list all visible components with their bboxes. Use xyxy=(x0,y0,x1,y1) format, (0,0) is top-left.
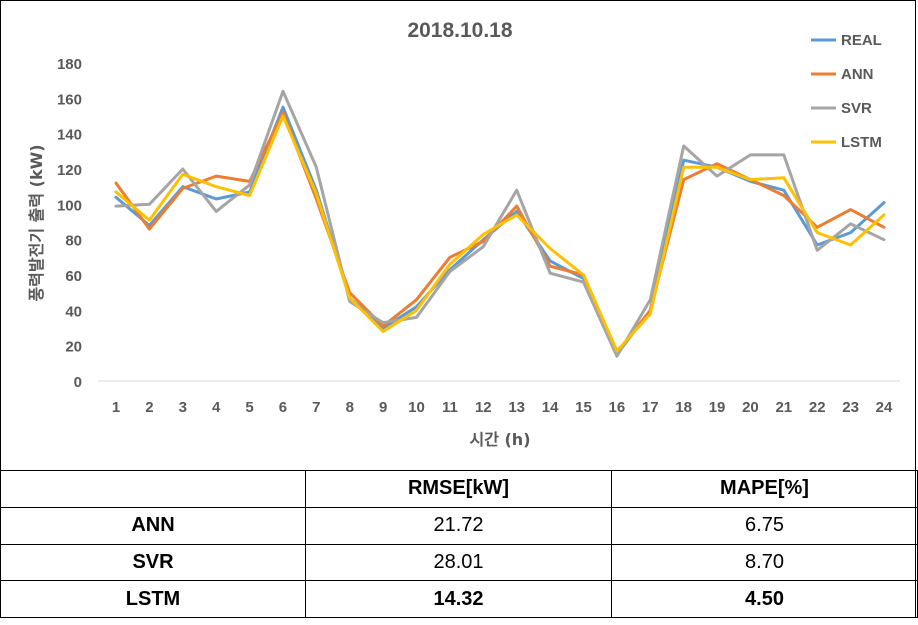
x-tick-label: 23 xyxy=(842,399,859,416)
mape-cell: 4.50 xyxy=(611,580,918,618)
x-tick-label: 7 xyxy=(312,399,320,416)
row-label: ANN xyxy=(0,506,306,545)
x-tick-label: 8 xyxy=(346,399,354,416)
legend-label-lstm: LSTM xyxy=(841,134,882,151)
y-tick-label: 20 xyxy=(65,339,82,356)
x-tick-label: 10 xyxy=(408,399,425,416)
x-tick-label: 20 xyxy=(742,399,759,416)
mape-cell: 6.75 xyxy=(611,506,918,545)
x-tick-label: 17 xyxy=(642,399,659,416)
x-tick-label: 3 xyxy=(179,399,187,416)
y-tick-label: 120 xyxy=(57,162,82,179)
x-tick-label: 12 xyxy=(475,399,492,416)
x-tick-label: 21 xyxy=(775,399,792,416)
header-cell-mape: MAPE[%] xyxy=(611,470,918,508)
rmse-cell: 14.32 xyxy=(305,580,612,618)
y-tick-label: 140 xyxy=(57,127,82,144)
row-label: LSTM xyxy=(0,580,306,618)
chart-title: 2018.10.18 xyxy=(407,19,512,42)
mape-cell: 8.70 xyxy=(611,543,918,582)
y-tick-label: 60 xyxy=(65,268,82,285)
x-tick-label: 2 xyxy=(145,399,153,416)
y-axis-label: 풍력발전기 출력 (kW) xyxy=(27,144,46,301)
series-line-lstm xyxy=(114,114,886,353)
x-tick-label: 1 xyxy=(112,399,120,416)
y-tick-label: 160 xyxy=(57,91,82,108)
x-tick-label: 22 xyxy=(809,399,826,416)
series-line-svr xyxy=(114,89,886,358)
x-axis-label: 시간 (h) xyxy=(469,430,530,449)
table-row: ANN 21.72 6.75 xyxy=(0,506,918,545)
table-row: SVR 28.01 8.70 xyxy=(0,543,918,582)
rmse-cell: 28.01 xyxy=(305,543,612,582)
x-tick-label: 16 xyxy=(609,399,626,416)
x-tick-label: 19 xyxy=(709,399,726,416)
header-cell-rmse: RMSE[kW] xyxy=(305,470,612,508)
x-tick-label: 14 xyxy=(542,399,559,416)
x-tick-label: 13 xyxy=(508,399,525,416)
header-cell-blank xyxy=(0,470,306,508)
metrics-table: RMSE[kW] MAPE[%] ANN 21.72 6.75 SVR 28.0… xyxy=(0,470,918,618)
x-tick-label: 6 xyxy=(279,399,287,416)
y-tick-label: 100 xyxy=(57,197,82,214)
series-line-ann xyxy=(114,111,886,355)
x-tick-label: 11 xyxy=(442,399,458,416)
legend-label-svr: SVR xyxy=(841,100,872,117)
x-tick-label: 18 xyxy=(675,399,692,416)
rmse-cell: 21.72 xyxy=(305,506,612,545)
x-tick-label: 9 xyxy=(379,399,387,416)
y-tick-label: 0 xyxy=(74,374,82,391)
x-tick-label: 5 xyxy=(245,399,253,416)
series-line-real xyxy=(114,105,886,356)
y-tick-label: 40 xyxy=(65,303,82,320)
table-header-row: RMSE[kW] MAPE[%] xyxy=(0,470,918,508)
legend-label-real: REAL xyxy=(841,32,882,49)
x-tick-label: 4 xyxy=(212,399,221,416)
y-tick-label: 80 xyxy=(65,233,82,250)
x-tick-label: 15 xyxy=(575,399,592,416)
y-tick-label: 180 xyxy=(57,56,82,73)
legend-label-ann: ANN xyxy=(841,66,874,83)
row-label: SVR xyxy=(0,543,306,582)
x-tick-label: 24 xyxy=(876,399,893,416)
table-row: LSTM 14.32 4.50 xyxy=(0,580,918,618)
